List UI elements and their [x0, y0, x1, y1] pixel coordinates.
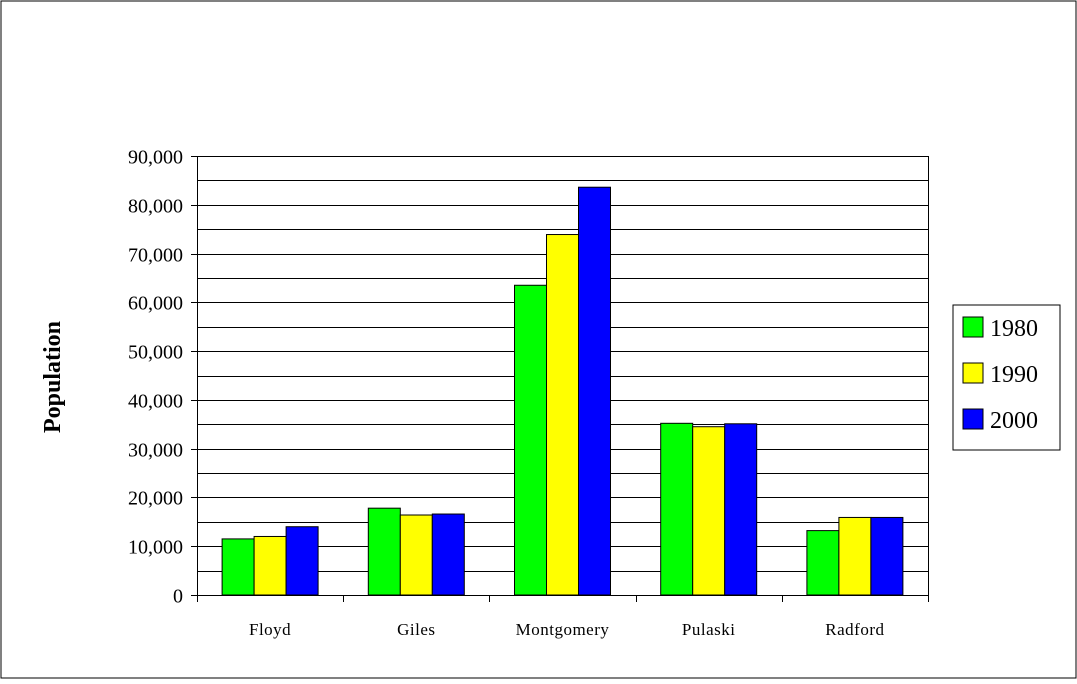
x-tick-label: Giles [397, 620, 435, 639]
bar-montgomery-1990 [546, 234, 579, 596]
bar-giles-2000 [431, 513, 465, 596]
legend-swatch-2000 [962, 408, 984, 430]
bars [221, 186, 904, 596]
y-tick-label: 30,000 [128, 440, 183, 462]
bar-pulaski-2000 [724, 423, 758, 596]
legend-label-1980: 1980 [990, 316, 1038, 342]
x-tick-label: Pulaski [682, 620, 736, 639]
y-tick-label: 0 [173, 586, 183, 608]
y-tick-label: 10,000 [128, 537, 183, 559]
bar-floyd-2000 [285, 526, 319, 596]
x-tick-label: Montgomery [516, 620, 610, 639]
legend-label-1990: 1990 [990, 362, 1038, 388]
x-tick-label: Radford [825, 620, 884, 639]
y-tick-label: 80,000 [128, 196, 183, 218]
bar-floyd-1980 [221, 538, 255, 596]
bar-pulaski-1990 [692, 426, 726, 596]
bar-montgomery-2000 [578, 186, 611, 596]
y-tick-label: 60,000 [128, 293, 183, 315]
y-tick-label: 20,000 [128, 488, 183, 510]
bar-giles-1980 [367, 507, 401, 596]
bar-radford-1990 [838, 516, 872, 596]
legend-swatch-1980 [962, 316, 984, 338]
y-tick-label: 70,000 [128, 245, 183, 267]
legend-label-2000: 2000 [990, 408, 1038, 434]
axes [191, 156, 929, 602]
y-axis-label: Population [40, 321, 66, 433]
y-tick-label: 50,000 [128, 342, 183, 364]
bar-montgomery-1980 [514, 284, 547, 596]
legend-swatch-1990 [962, 362, 984, 384]
bar-radford-1980 [806, 530, 840, 596]
y-tick-labels: 0 10,000 20,000 30,000 40,000 50,000 60,000 70,… [128, 147, 183, 608]
y-tick-label: 90,000 [128, 147, 183, 169]
y-tick-label: 40,000 [128, 391, 183, 413]
legend: 1980 1990 2000 [952, 304, 1061, 451]
bar-pulaski-1980 [660, 422, 694, 596]
bar-radford-2000 [870, 516, 904, 596]
x-tick-label: Floyd [249, 620, 291, 639]
bar-giles-1990 [399, 514, 433, 596]
x-tick-labels: Floyd Giles Montgomery Pulaski Radford [249, 620, 884, 639]
bar-floyd-1990 [253, 535, 287, 596]
